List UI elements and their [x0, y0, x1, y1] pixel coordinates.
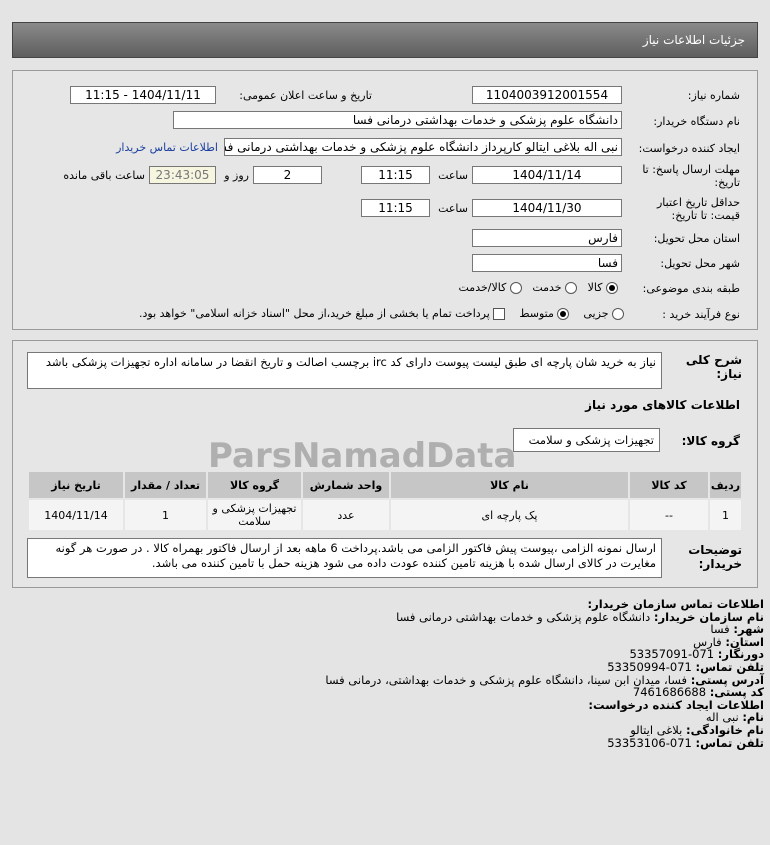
group-box: تجهیزات پزشکی و سلامت: [513, 428, 660, 452]
process-label: نوع فرآیند خرید :: [662, 308, 740, 321]
postal-label: کد پستی:: [709, 685, 764, 700]
province-value: فارس: [693, 634, 722, 649]
notes-label: توضیحات خریدار:: [688, 543, 742, 571]
radio-minor-label: جزیی: [583, 307, 609, 320]
col-qty: تعداد / مقدار: [123, 470, 208, 500]
city-value: فسا: [710, 622, 730, 637]
address-value: فسا، میدان ابن سینا، دانشگاه علوم پزشکی …: [325, 672, 688, 687]
creator-phone-label: تلفن تماس:: [695, 735, 764, 750]
validity-time-field[interactable]: 11:15: [361, 199, 430, 217]
family-label: نام خانوادگی:: [686, 722, 764, 737]
notes-box: ارسال نمونه الزامی ،پیوست پیش فاکتور الز…: [27, 538, 662, 578]
province-label: استان محل تحویل:: [653, 232, 740, 245]
group-label: گروه کالا:: [681, 434, 740, 448]
days-field[interactable]: 2: [253, 166, 322, 184]
table-header-row: ردیف کد کالا نام کالا واحد شمارش گروه کا…: [27, 470, 743, 500]
deadline-time-label: ساعت: [438, 169, 468, 182]
radio-service-label: خدمت: [532, 281, 562, 294]
org-value: دانشگاه علوم پزشکی و خدمات بهداشتی درمان…: [396, 609, 651, 624]
treasury-checkbox[interactable]: [493, 308, 506, 320]
col-code: کد کالا: [628, 470, 710, 500]
table-row: 1 -- پک پارچه ای عدد تجهیزات پزشکی و سلا…: [27, 498, 743, 532]
cell-code: --: [628, 498, 710, 532]
col-group: گروه کالا: [206, 470, 303, 500]
name-label: نام:: [742, 710, 764, 725]
col-unit: واحد شمارش: [301, 470, 391, 500]
radio-medium-label: متوسط: [519, 307, 554, 320]
radio-goods[interactable]: [606, 282, 618, 294]
cell-row: 1: [708, 498, 743, 532]
deadline-time-field[interactable]: 11:15: [361, 166, 430, 184]
page-title: جزئیات اطلاعات نیاز: [642, 33, 745, 47]
fax-label: دورنگار:: [717, 647, 764, 662]
goods-table: ردیف کد کالا نام کالا واحد شمارش گروه کا…: [27, 470, 743, 532]
buyer-label: نام دستگاه خریدار:: [653, 115, 740, 128]
creator-field[interactable]: نبی اله بلاغی ایتالو کارپرداز دانشگاه عل…: [224, 138, 622, 156]
col-name: نام کالا: [389, 470, 630, 500]
radio-goods-service-label: کالا/خدمت: [458, 281, 507, 294]
radio-goods-service[interactable]: [509, 282, 522, 294]
need-number-field[interactable]: 1104003912001554: [472, 86, 622, 104]
category-radio-group: کالا خدمت کالا/خدمت: [458, 281, 618, 294]
process-radio-group: جزیی متوسط پرداخت تمام یا بخشی از مبلغ خ…: [139, 307, 624, 320]
radio-service[interactable]: [565, 282, 578, 294]
org-label: نام سازمان خریدار:: [653, 609, 764, 624]
radio-minor[interactable]: [612, 308, 624, 320]
creator-label: ایجاد کننده درخواست:: [638, 142, 740, 155]
remaining-time-field: 23:43:05: [149, 166, 216, 184]
validity-label: حداقل تاریخ اعتبار قیمت: تا تاریخ:: [656, 196, 740, 222]
announce-field[interactable]: 1404/11/11 - 11:15: [70, 86, 216, 104]
cell-group: تجهیزات پزشکی و سلامت: [206, 498, 303, 532]
validity-date-field[interactable]: 1404/11/30: [472, 199, 622, 217]
days-label: روز و: [224, 169, 249, 182]
summary-box: نیاز به خرید شان پارچه ای طبق لیست پیوست…: [27, 352, 662, 389]
summary-label: شرح کلی نیاز:: [685, 353, 742, 381]
buyer-field[interactable]: دانشگاه علوم پزشکی و خدمات بهداشتی درمان…: [173, 111, 622, 129]
city-label: شهر:: [733, 622, 764, 637]
goods-heading: اطلاعات کالاهای مورد نیاز: [585, 398, 740, 412]
col-date: تاریخ نیاز: [27, 470, 125, 500]
deadline-date-field[interactable]: 1404/11/14: [472, 166, 622, 184]
fax-value: 071-53357091: [629, 647, 715, 662]
city-label: شهر محل تحویل:: [660, 257, 740, 270]
cell-name: پک پارچه ای: [389, 498, 630, 532]
province-field[interactable]: فارس: [472, 229, 622, 247]
contact-heading: اطلاعات تماس سازمان خریدار:: [587, 597, 764, 611]
province-label: استان:: [725, 634, 764, 649]
contact-section: اطلاعات تماس سازمان خریدار: نام سازمان خ…: [325, 598, 764, 749]
city-field[interactable]: فسا: [472, 254, 622, 272]
phone-value: 071-53350994: [607, 659, 692, 674]
creator-phone-value: 071-53353106: [607, 735, 692, 750]
announce-label: تاریخ و ساعت اعلان عمومی:: [239, 89, 372, 102]
buyer-contact-link[interactable]: اطلاعات تماس خریدار: [116, 141, 218, 154]
cell-date: 1404/11/14: [27, 498, 125, 532]
deadline-label: مهلت ارسال پاسخ: تا تاریخ:: [642, 163, 740, 189]
need-number-label: شماره نیاز:: [687, 89, 740, 102]
creator-heading: اطلاعات ایجاد کننده درخواست:: [588, 697, 764, 712]
payment-note: پرداخت تمام یا بخشی از مبلغ خرید،از محل …: [139, 307, 490, 320]
category-label: طبقه بندی موضوعی:: [642, 282, 740, 295]
validity-time-label: ساعت: [438, 202, 468, 215]
radio-goods-label: کالا: [587, 281, 603, 294]
page-header: جزئیات اطلاعات نیاز: [12, 22, 758, 58]
remaining-label: ساعت باقی مانده: [63, 169, 145, 182]
col-row: ردیف: [708, 470, 743, 500]
cell-unit: عدد: [301, 498, 391, 532]
family-value: بلاغی ایتالو: [630, 722, 683, 737]
radio-medium[interactable]: [557, 308, 570, 320]
address-label: آدرس پستی:: [690, 672, 764, 687]
phone-label: تلفن تماس:: [695, 659, 764, 674]
postal-value: 7461686688: [632, 685, 707, 700]
name-value: نبی اله: [705, 710, 739, 725]
cell-qty: 1: [123, 498, 208, 532]
